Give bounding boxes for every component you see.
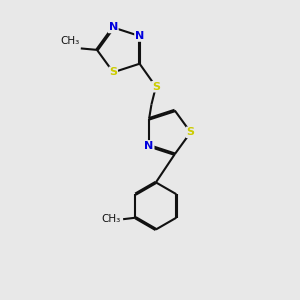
Text: S: S <box>187 127 195 137</box>
Text: N: N <box>135 31 144 41</box>
Text: S: S <box>152 82 160 92</box>
Text: S: S <box>109 67 117 77</box>
Text: N: N <box>109 22 118 32</box>
Text: CH₃: CH₃ <box>101 214 121 224</box>
Text: N: N <box>145 141 154 151</box>
Text: CH₃: CH₃ <box>60 36 79 46</box>
